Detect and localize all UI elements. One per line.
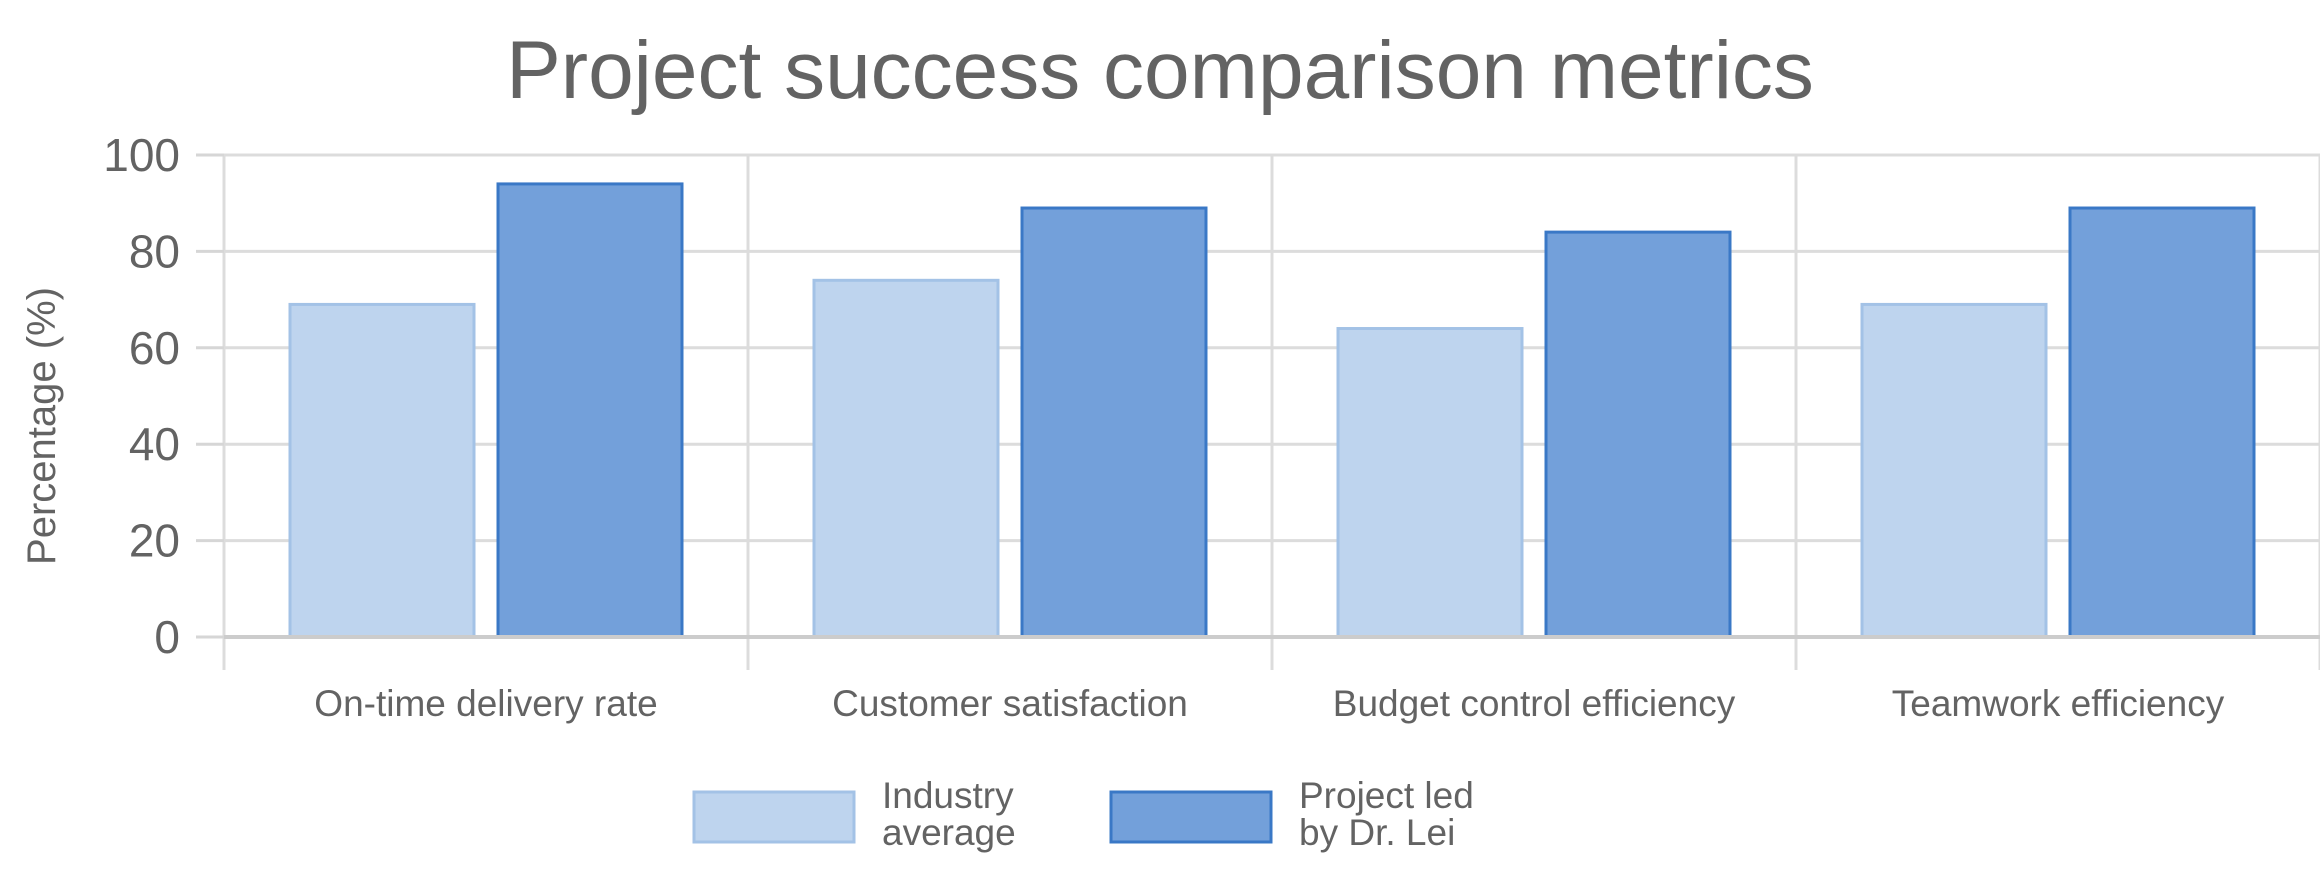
x-tick-label: Teamwork efficiency bbox=[1892, 683, 2225, 724]
y-tick-label: 40 bbox=[129, 418, 180, 470]
y-tick-label: 60 bbox=[129, 322, 180, 374]
bar-project-dr-lei-2 bbox=[1020, 206, 1208, 639]
legend-label: by Dr. Lei bbox=[1299, 812, 1455, 853]
chart-title: Project success comparison metrics bbox=[506, 25, 1814, 116]
legend-label: Industry bbox=[882, 775, 1014, 816]
legend-swatch-industry-average bbox=[692, 790, 856, 844]
x-tick-label: Budget control efficiency bbox=[1333, 683, 1736, 724]
bar-industry-average-1 bbox=[288, 302, 476, 639]
y-axis-label: Percentage (%) bbox=[20, 287, 64, 565]
legend-label: Project led bbox=[1299, 775, 1474, 816]
x-tick-label: On-time delivery rate bbox=[314, 683, 657, 724]
bar-industry-average-2 bbox=[812, 278, 1000, 639]
bar-project-dr-lei-4 bbox=[2068, 206, 2256, 639]
legend-swatch-project-dr-lei bbox=[1109, 790, 1273, 844]
bars bbox=[288, 182, 2256, 639]
axes: 0 20 40 60 80 100 On-time delivery rate Custome… bbox=[103, 129, 2320, 724]
y-tick-label: 20 bbox=[129, 515, 180, 567]
bar-project-dr-lei-3 bbox=[1544, 230, 1732, 639]
y-tick-label: 0 bbox=[154, 611, 180, 663]
bar-industry-average-4 bbox=[1860, 302, 2048, 639]
bar-project-dr-lei-1 bbox=[496, 182, 684, 639]
y-tick-label: 80 bbox=[129, 225, 180, 277]
x-tick-label: Customer satisfaction bbox=[832, 683, 1188, 724]
y-tick-label: 100 bbox=[103, 129, 180, 181]
bar-industry-average-3 bbox=[1336, 327, 1524, 639]
legend-label: average bbox=[882, 812, 1016, 853]
